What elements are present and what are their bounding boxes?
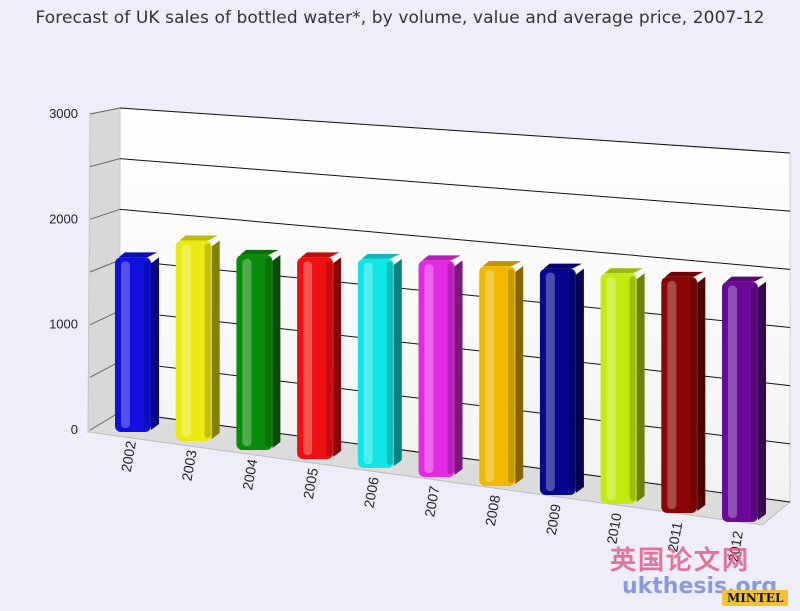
x-tick-label: 2002 <box>118 440 139 474</box>
bar-2010 <box>600 268 645 504</box>
gridline <box>89 208 791 270</box>
bar-2008 <box>479 261 524 486</box>
x-tick-label: 2005 <box>300 467 321 501</box>
y-axis-ticks: 0 1000 2000 3000 <box>49 106 78 437</box>
bar-2004 <box>236 249 281 450</box>
bar-2012 <box>722 276 766 522</box>
y-tick-label: 2000 <box>49 211 78 226</box>
x-tick-label: 2006 <box>361 476 382 510</box>
x-tick-label: 2010 <box>603 512 624 546</box>
y-tick-label: 1000 <box>49 317 78 332</box>
x-tick-label: 2003 <box>178 449 199 483</box>
bar-2011 <box>661 271 706 513</box>
chart-title: Forecast of UK sales of bottled water*, … <box>35 8 765 28</box>
gridline <box>89 107 791 154</box>
bar-2003 <box>175 235 220 441</box>
bar-2002 <box>115 252 159 432</box>
watermark-text: 英国论文网 <box>610 546 751 576</box>
chart-bars <box>115 235 766 522</box>
x-tick-label: 2007 <box>421 485 442 519</box>
x-axis-ticks: 2002 2003 2004 2005 2006 2007 2008 2009 2010 2011… <box>118 440 746 564</box>
bar-2009 <box>539 263 584 495</box>
x-tick-label: 2009 <box>543 503 564 537</box>
bar-2006 <box>357 253 402 468</box>
bar-2005 <box>297 252 342 459</box>
bar-2007 <box>418 255 463 477</box>
x-tick-label: 2004 <box>239 458 260 492</box>
x-tick-label: 2012 <box>725 530 746 564</box>
x-tick-label: 2008 <box>482 494 503 528</box>
mintel-logo: MINTEL <box>722 590 789 606</box>
gridline <box>89 158 791 212</box>
x-tick-label: 2011 <box>664 521 685 554</box>
y-tick-label: 3000 <box>49 106 78 121</box>
y-tick-label: 0 <box>71 422 78 437</box>
